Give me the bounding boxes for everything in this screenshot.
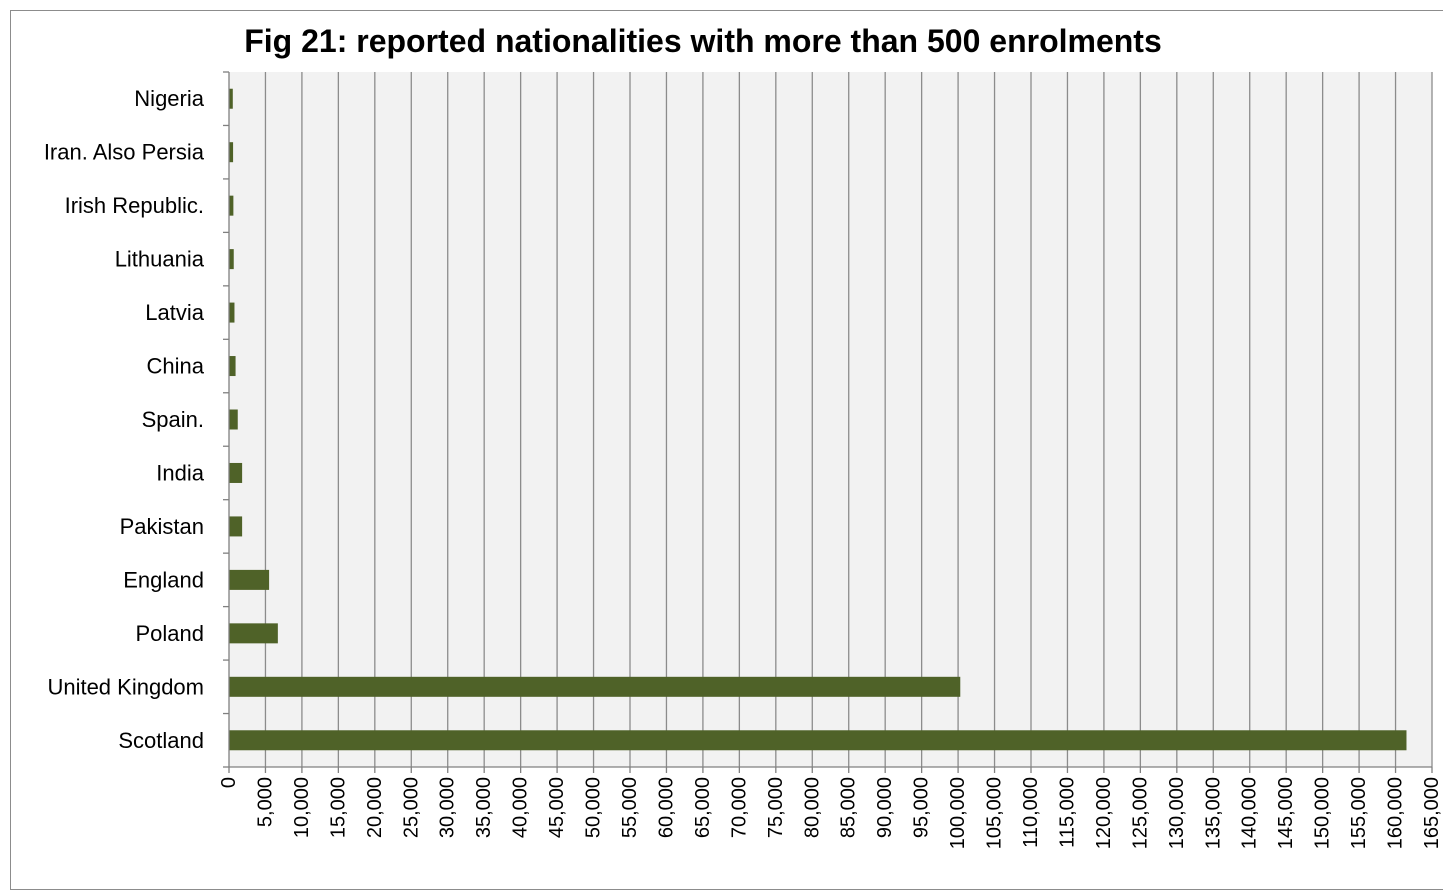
x-tick-label: 85,000 [838,777,860,838]
category-label: Scotland [118,728,204,753]
x-tick-label: 60,000 [655,777,677,838]
bar [229,142,234,163]
x-tick-label: 165,000 [1421,777,1443,849]
x-tick-label: 20,000 [364,777,386,838]
x-tick-label: 95,000 [911,777,933,838]
x-tick-label: 35,000 [473,777,495,838]
x-tick-label: 50,000 [583,777,605,838]
bar [229,249,234,270]
bar [229,623,278,644]
bars [229,88,1407,751]
gridlines [264,72,1433,767]
x-tick-label: 70,000 [728,777,750,838]
category-label: Irish Republic. [65,193,204,218]
category-label: Spain. [142,407,204,432]
category-labels: Nigeria Iran. Also Persia Irish Republic. L… [44,86,205,753]
x-tick-label: 45,000 [546,777,568,838]
bar [229,730,1407,751]
category-label: England [123,567,204,592]
category-label: United Kingdom [47,674,204,699]
x-tick-label: 65,000 [692,777,714,838]
x-tick-label: 160,000 [1385,777,1407,849]
category-label: China [147,354,205,379]
x-tick-label: 30,000 [437,777,459,838]
x-tick-label: 115,000 [1056,777,1078,848]
x-tick-label: 140,000 [1239,777,1261,849]
x-tick-label: 75,000 [765,777,787,838]
x-tick-label: 40,000 [510,777,532,838]
x-tick-label: 120,000 [1093,777,1115,849]
category-label: Nigeria [134,86,204,111]
bar [229,569,270,590]
x-tick-label: 55,000 [619,777,641,838]
category-label: Poland [135,621,204,646]
category-label: Latvia [145,300,204,325]
bar [229,88,233,109]
category-label: Lithuania [115,247,205,272]
bar [229,409,238,430]
x-tick-label: 110,000 [1020,777,1042,848]
x-tick-labels: 0 5,000 10,000 15,000 20,000 25,000 30,000 35,0… [218,777,1443,849]
x-tick-label: 105,000 [984,777,1006,849]
bar [229,676,961,697]
bar [229,516,243,537]
bar [229,195,234,216]
x-tick-label: 15,000 [327,777,349,838]
x-tick-label: 155,000 [1348,777,1370,849]
x-tick-label: 5,000 [254,777,276,827]
x-tick-label: 145,000 [1275,777,1297,849]
chart-title: Fig 21: reported nationalities with more… [244,23,1162,59]
category-label: India [156,460,204,485]
bar [229,356,236,377]
x-tick-label: 80,000 [801,777,823,838]
plot-area [229,72,1432,767]
category-label: Pakistan [120,514,204,539]
x-tick-label: 90,000 [874,777,896,838]
category-label: Iran. Also Persia [44,140,205,165]
x-tick-label: 0 [218,777,240,788]
x-tick-label: 130,000 [1166,777,1188,849]
x-tick-label: 150,000 [1312,777,1334,849]
x-tick-label: 100,000 [947,777,969,849]
bar [229,462,243,483]
axes [223,71,1433,773]
x-tick-label: 25,000 [400,777,422,838]
x-tick-label: 10,000 [291,777,313,838]
bar [229,302,235,323]
x-tick-label: 125,000 [1129,777,1151,849]
x-tick-label: 135,000 [1202,777,1224,849]
